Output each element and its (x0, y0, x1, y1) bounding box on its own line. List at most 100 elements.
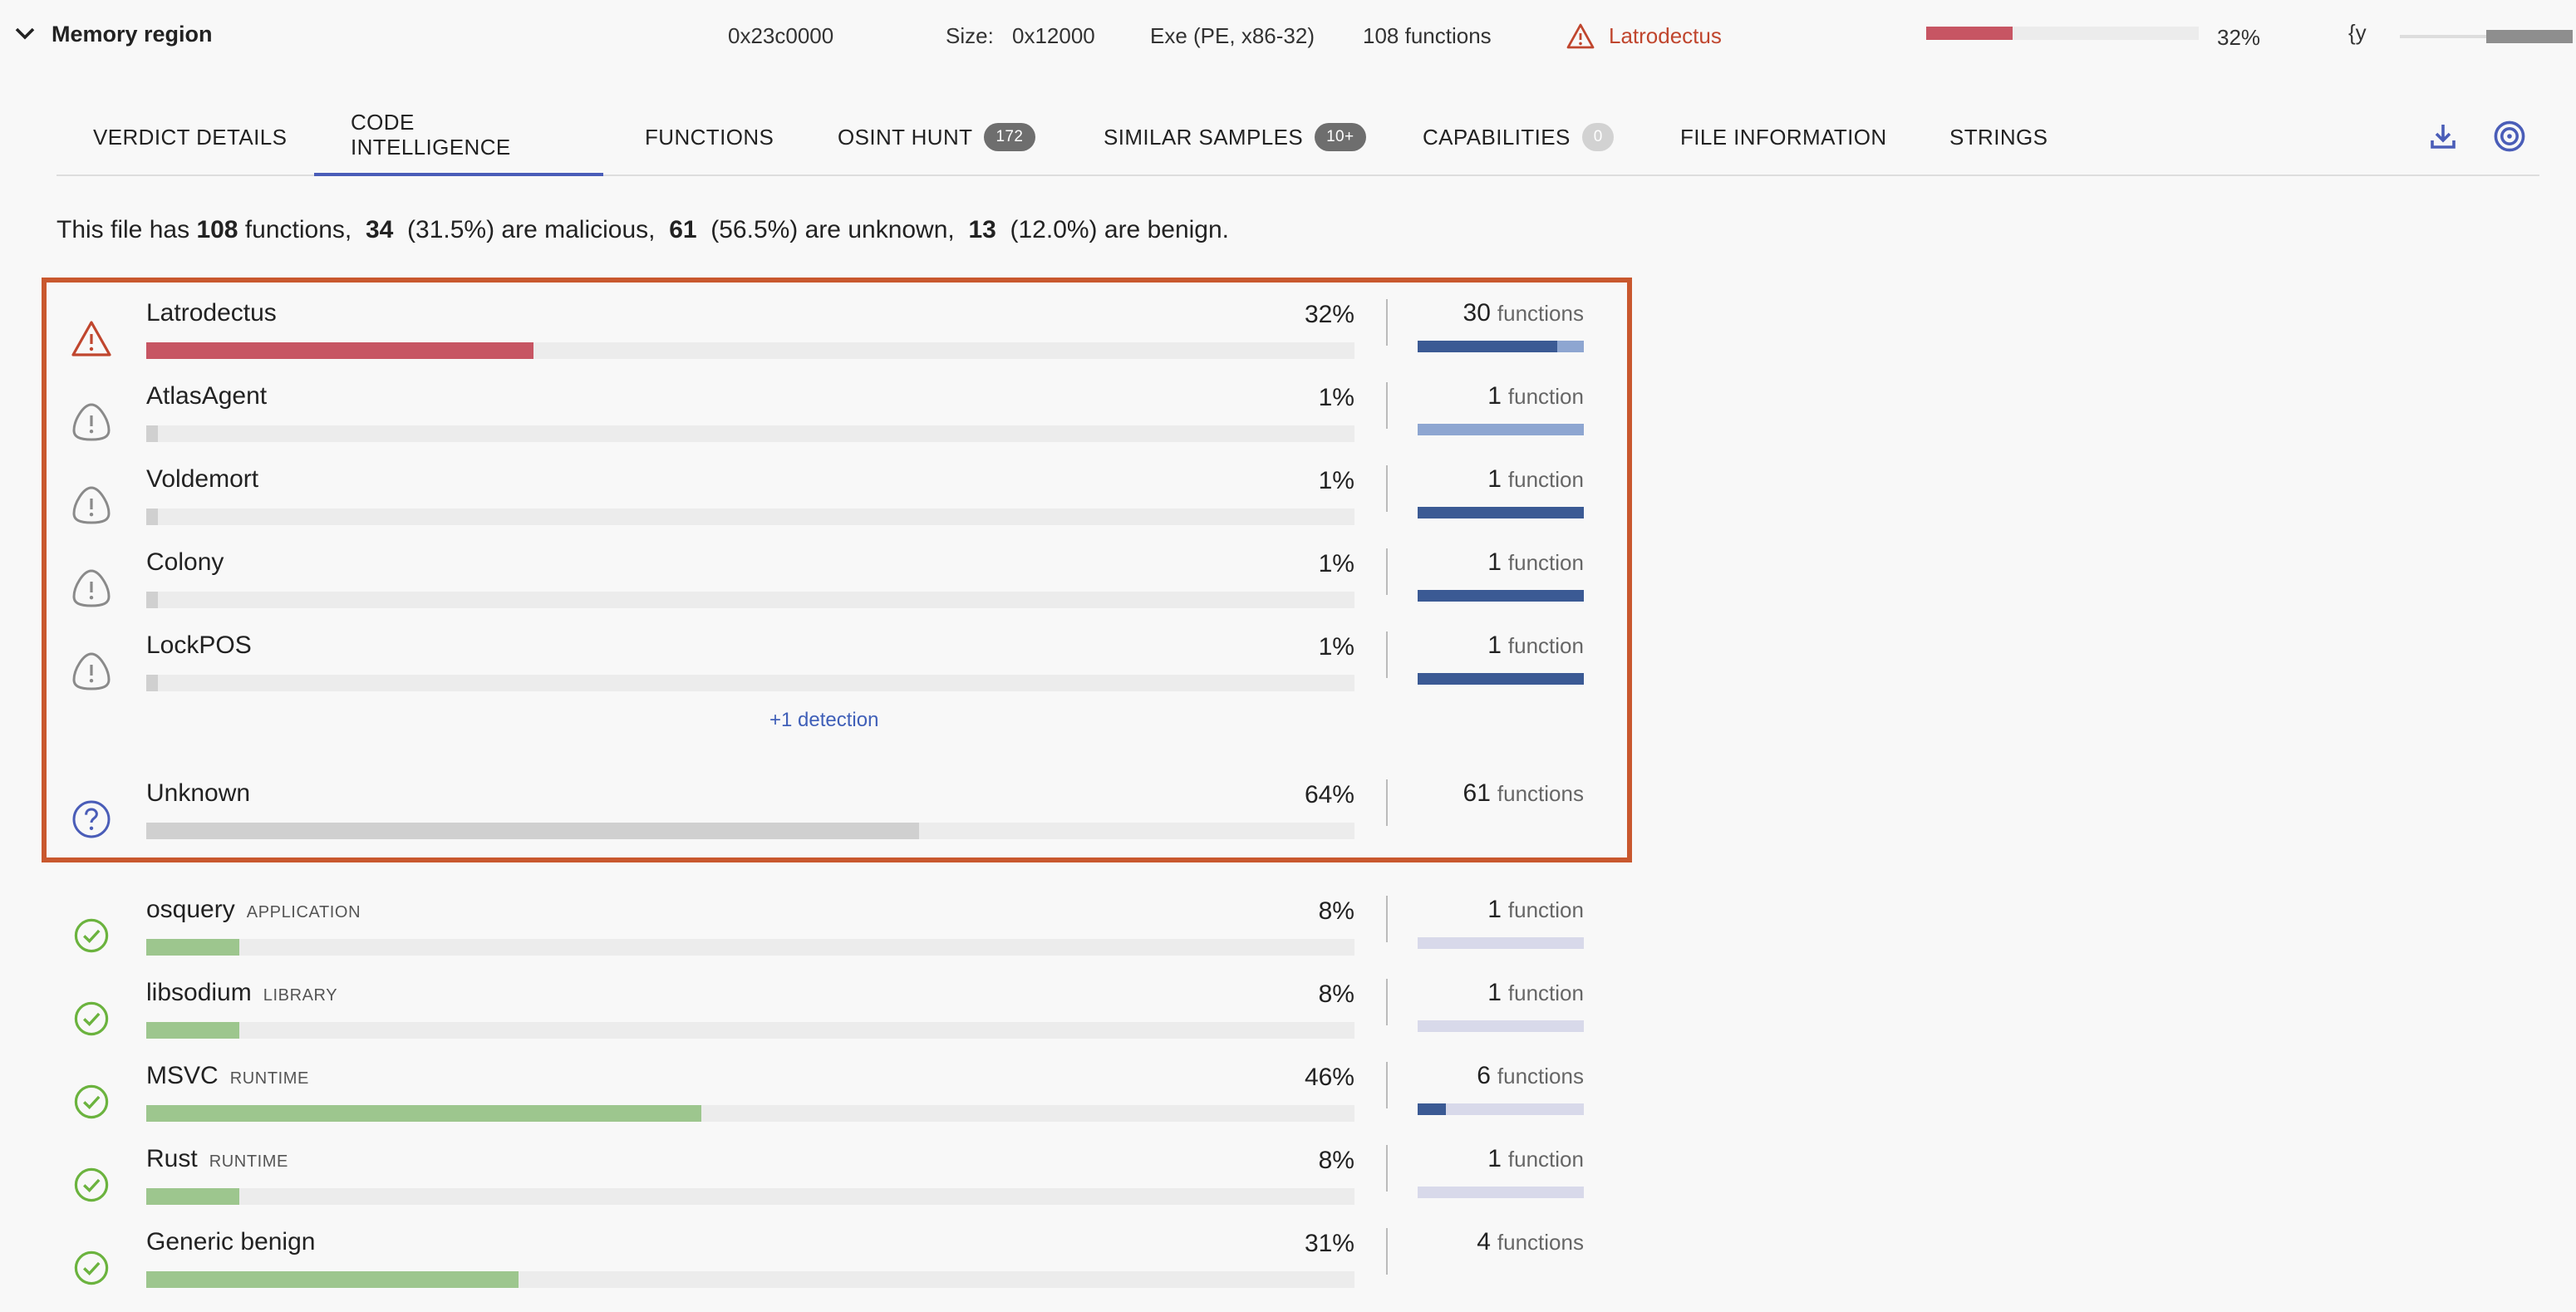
summary-total: 108 (196, 216, 238, 244)
detection-percent: 32% (1304, 301, 1354, 329)
function-share-light (1418, 424, 1584, 435)
function-count: 1 function (1396, 465, 1584, 495)
question-circle-icon (70, 798, 113, 841)
tab-osint-hunt[interactable]: OSINT HUNT 172 (838, 96, 1035, 176)
column-divider (1386, 465, 1388, 512)
detection-bar (146, 675, 1354, 691)
detection-bar (146, 342, 1354, 359)
tab-similar-samples[interactable]: SIMILAR SAMPLES 10+ (1104, 96, 1366, 176)
detection-row-generic-benign[interactable]: Generic benign 31% 4 functions (0, 1225, 1662, 1298)
detection-row-colony[interactable]: Colony 1% 1 function (0, 545, 1662, 618)
tab-label: FILE INFORMATION (1680, 124, 1887, 149)
detection-percent: 64% (1304, 781, 1354, 809)
download-icon[interactable] (2426, 120, 2460, 153)
check-circle-icon (70, 1246, 113, 1290)
tab-functions[interactable]: FUNCTIONS (645, 96, 774, 176)
function-count-number: 1 (1487, 548, 1502, 577)
detection-percent: 1% (1318, 384, 1354, 412)
detection-name: MSVC RUNTIME (146, 1062, 309, 1090)
tab-label: SIMILAR SAMPLES (1104, 124, 1304, 149)
region-family-name[interactable]: Latrodectus (1609, 23, 1722, 48)
detection-percent: 1% (1318, 550, 1354, 578)
tab-strings[interactable]: STRINGS (1949, 96, 2048, 176)
code-brace-icon: {y (2348, 20, 2367, 45)
tab-capabilities[interactable]: CAPABILITIES 0 (1423, 96, 1615, 176)
region-size-label: Size: (946, 23, 994, 48)
tab-file-information[interactable]: FILE INFORMATION (1680, 96, 1887, 176)
function-share-bar (1418, 424, 1584, 435)
detection-row-libsodium[interactable]: libsodium LIBRARY 8% 1 function (0, 975, 1662, 1049)
memory-region-header: Memory region 0x23c0000 Size: 0x12000 Ex… (0, 0, 2576, 73)
summary-unknown-count: 61 (669, 216, 697, 244)
function-count-number: 1 (1487, 896, 1502, 924)
function-count: 61 functions (1396, 779, 1584, 809)
region-slider[interactable] (2400, 30, 2573, 43)
function-count: 1 function (1396, 631, 1584, 661)
detection-bar (146, 1188, 1354, 1205)
detection-bar-fill (146, 823, 920, 839)
detection-name-text: Rust (146, 1145, 198, 1173)
similar-count-badge: 10+ (1315, 122, 1366, 150)
tab-bar: VERDICT DETAILS CODE INTELLIGENCE FUNCTI… (57, 96, 2539, 176)
detection-name: Unknown (146, 779, 250, 808)
function-count-unit: function (1507, 633, 1584, 658)
region-score-fill (1926, 27, 2013, 40)
more-detections-link[interactable]: +1 detection (769, 708, 879, 731)
tab-verdict-details[interactable]: VERDICT DETAILS (93, 96, 287, 176)
function-count: 1 function (1396, 382, 1584, 412)
tab-label: FUNCTIONS (645, 124, 774, 149)
detection-row-latrodectus[interactable]: Latrodectus 32% 30 functions (0, 296, 1662, 369)
function-share-bar (1418, 590, 1584, 602)
function-count-number: 4 (1477, 1228, 1491, 1256)
osint-count-badge: 172 (984, 122, 1035, 150)
function-count: 1 function (1396, 1145, 1584, 1175)
function-count-number: 1 (1487, 631, 1502, 660)
tab-code-intelligence[interactable]: CODE INTELLIGENCE (314, 96, 603, 176)
detection-name: AtlasAgent (146, 382, 267, 410)
function-count: 4 functions (1396, 1228, 1584, 1258)
function-share-dark (1418, 341, 1557, 352)
chevron-down-icon[interactable] (13, 22, 37, 45)
memory-region-title[interactable]: Memory region (52, 22, 213, 47)
detection-row-unknown[interactable]: Unknown 64% 61 functions (0, 776, 1662, 849)
tab-label: STRINGS (1949, 124, 2048, 149)
function-share-bar (1418, 1020, 1584, 1032)
check-circle-icon (70, 997, 113, 1040)
column-divider (1386, 382, 1388, 429)
function-share-bar (1418, 1187, 1584, 1198)
detection-name: Rust RUNTIME (146, 1145, 288, 1173)
detection-bar (146, 939, 1354, 956)
check-circle-icon (70, 914, 113, 957)
summary-malicious-count: 34 (365, 216, 394, 244)
function-count-number: 30 (1463, 299, 1491, 327)
detection-name-text: Unknown (146, 779, 251, 808)
detection-bar-fill (146, 342, 533, 359)
summary-benign-count: 13 (968, 216, 996, 244)
function-share-dark (1418, 673, 1584, 685)
function-count-number: 1 (1487, 1145, 1502, 1173)
detection-row-voldemort[interactable]: Voldemort 1% 1 function (0, 462, 1662, 535)
suspicious-icon (70, 650, 113, 693)
function-count-unit: functions (1497, 781, 1584, 806)
target-icon[interactable] (2493, 120, 2526, 153)
warning-triangle-icon (70, 317, 113, 361)
function-count-number: 1 (1487, 979, 1502, 1007)
detection-name: LockPOS (146, 631, 252, 660)
detection-bar (146, 592, 1354, 608)
detection-name-text: Colony (146, 548, 224, 577)
check-circle-icon (70, 1080, 113, 1123)
detection-row-msvc[interactable]: MSVC RUNTIME 46% 6 functions (0, 1059, 1662, 1132)
function-count-number: 61 (1463, 779, 1491, 808)
detection-percent: 8% (1318, 897, 1354, 926)
column-divider (1386, 299, 1388, 346)
detection-row-osquery[interactable]: osquery APPLICATION 8% 1 function (0, 892, 1662, 966)
detection-row-lockpos[interactable]: LockPOS 1% 1 function (0, 628, 1662, 701)
column-divider (1386, 1145, 1388, 1192)
detection-name: Latrodectus (146, 299, 277, 327)
function-count-unit: functions (1497, 1064, 1584, 1088)
function-share-bar (1418, 1103, 1584, 1115)
region-address: 0x23c0000 (728, 23, 834, 48)
detection-row-atlasagent[interactable]: AtlasAgent 1% 1 function (0, 379, 1662, 452)
function-share-bar (1418, 507, 1584, 518)
detection-row-rust[interactable]: Rust RUNTIME 8% 1 function (0, 1142, 1662, 1215)
